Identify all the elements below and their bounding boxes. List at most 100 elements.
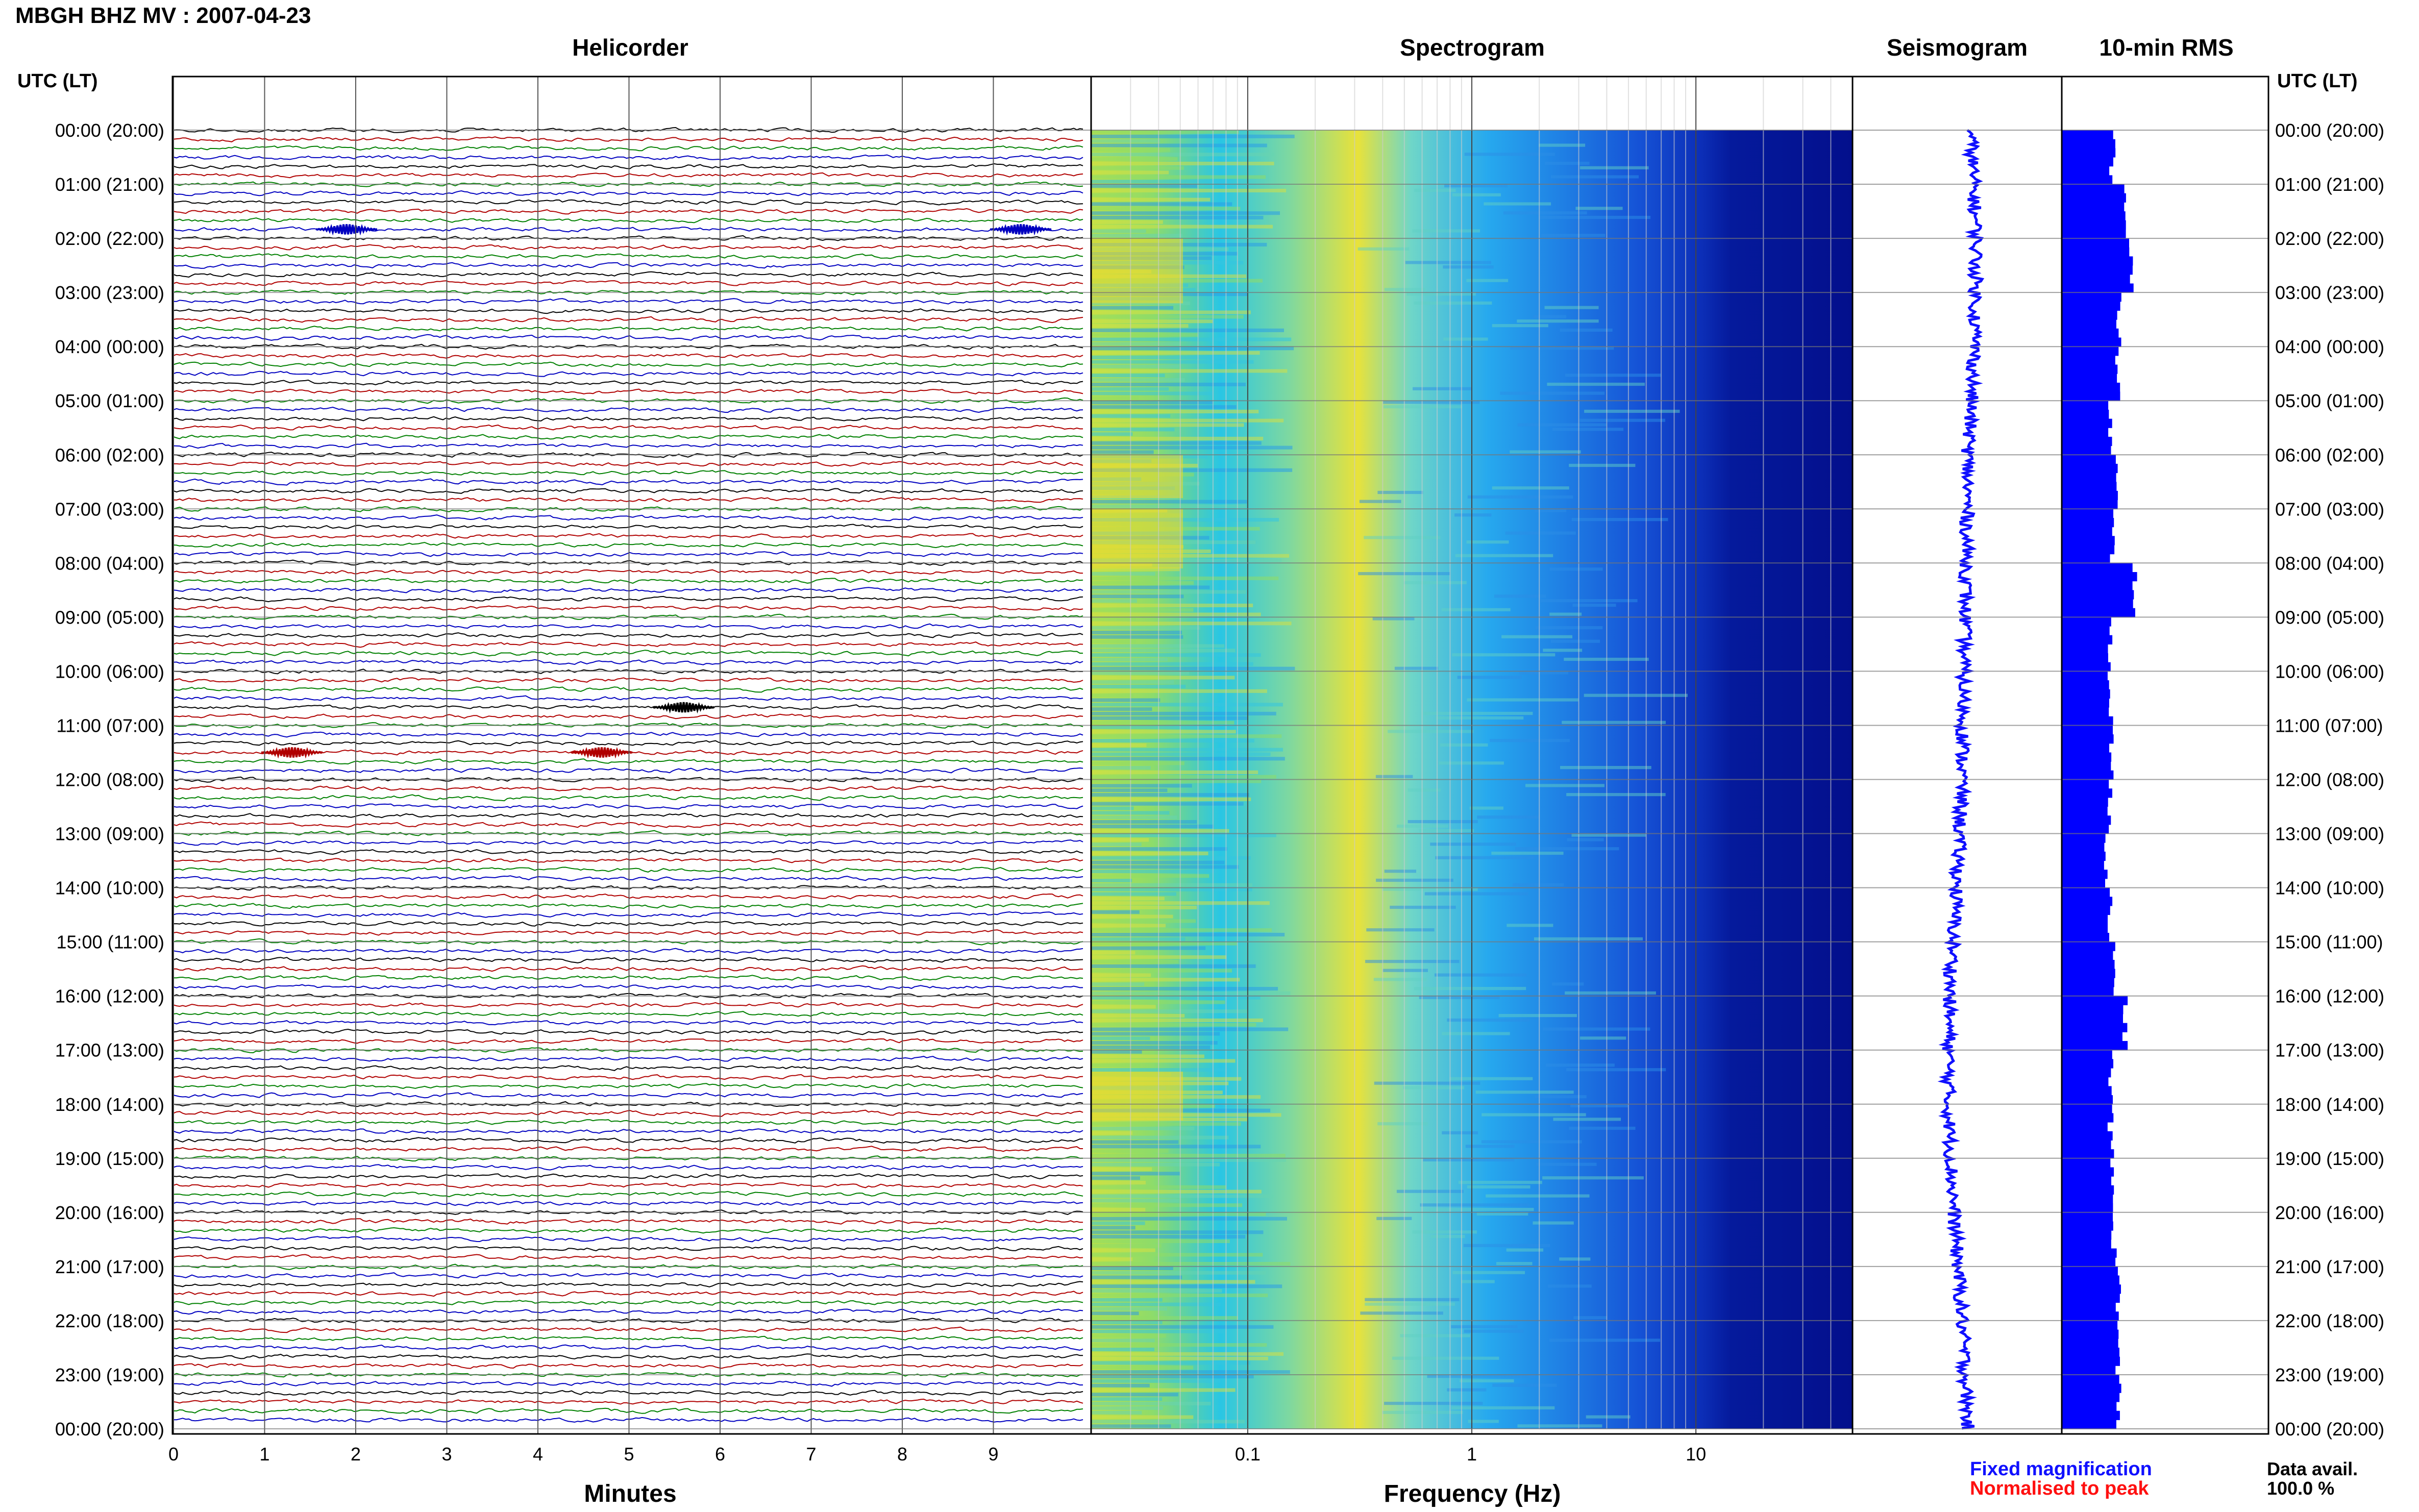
spectrogram-speckle	[1377, 490, 1423, 494]
rms-bar	[2062, 473, 2116, 482]
rms-bar	[2062, 806, 2108, 816]
rms-bar	[2062, 1366, 2116, 1375]
spectrogram-row-streak	[1091, 581, 1194, 585]
rms-bar	[2062, 310, 2117, 320]
helicorder-trace	[173, 559, 1083, 566]
spectrogram-speckle	[1383, 401, 1480, 404]
spectrogram-row-streak	[1091, 405, 1237, 409]
helicorder-trace	[173, 596, 1083, 603]
spectrogram-speckle	[1579, 418, 1665, 422]
rms-bar	[2062, 1266, 2118, 1276]
helicorder-event-burst	[990, 224, 1052, 236]
rms-bar	[2062, 247, 2130, 257]
hour-label-left: 06:00 (02:00)	[55, 444, 164, 465]
rms-bar	[2062, 797, 2108, 807]
spectrogram-speckle	[1383, 969, 1428, 972]
spectrogram-speckle	[1517, 1424, 1602, 1428]
spectrogram-row-streak	[1091, 554, 1290, 558]
helicorder-trace	[173, 623, 1083, 630]
helicorder-trace	[173, 280, 1083, 286]
helicorder-trace	[173, 1362, 1083, 1369]
rms-bar	[2062, 887, 2110, 897]
spectrogram-speckle	[1408, 788, 1441, 792]
spectrogram-row-streak	[1091, 1027, 1289, 1031]
spectrogram-speckle	[1507, 924, 1553, 927]
helicorder-trace	[173, 379, 1083, 386]
spectrogram-row-streak	[1091, 175, 1266, 179]
rms-bar	[2062, 455, 2116, 464]
hour-label-right: 21:00 (17:00)	[2275, 1256, 2384, 1277]
spectrogram-row-streak	[1091, 851, 1208, 855]
spectrogram-speckle	[1569, 1126, 1636, 1130]
hour-label-left: 00:00 (20:00)	[55, 1419, 164, 1440]
spectrogram-row-streak	[1091, 1257, 1133, 1261]
spectrogram-speckle	[1372, 617, 1415, 621]
spectrogram-row-streak	[1091, 1248, 1155, 1252]
hour-label-left: 20:00 (16:00)	[55, 1202, 164, 1223]
helicorder-trace	[173, 424, 1083, 431]
rms-bar	[2062, 734, 2114, 744]
spectrogram-speckle	[1465, 1145, 1515, 1148]
spectrogram-panel	[1091, 77, 1853, 1434]
helicorder-trace	[173, 190, 1083, 196]
spectrogram-title: Spectrogram	[1400, 34, 1545, 61]
spectrogram-row-streak	[1091, 500, 1247, 504]
spectrogram-row-streak	[1091, 1420, 1245, 1424]
rms-panel	[2062, 130, 2137, 1429]
helicorder-trace	[173, 1119, 1083, 1125]
spectrogram-row-streak	[1091, 374, 1165, 378]
spectrogram-speckle	[1357, 247, 1410, 251]
helicorder-trace	[173, 478, 1083, 486]
spectrogram-row-streak	[1091, 328, 1284, 332]
spectrogram-row-streak	[1091, 1221, 1145, 1225]
rms-bar	[2062, 924, 2108, 933]
station-title: MBGH BHZ MV : 2007-04-23	[15, 3, 311, 28]
rms-bar	[2062, 653, 2108, 663]
spectrogram-row-streak	[1091, 941, 1238, 946]
helicorder-trace	[173, 578, 1083, 584]
spectrogram-row-streak	[1091, 1045, 1211, 1049]
spectrogram-row-streak	[1091, 225, 1273, 229]
spectrogram-speckle	[1543, 1027, 1650, 1031]
hour-label-left: 17:00 (13:00)	[55, 1040, 164, 1061]
spectrogram-speckle	[1377, 1122, 1428, 1126]
spectrogram-row-streak	[1091, 1280, 1255, 1284]
spectrogram-speckle	[1573, 1316, 1607, 1320]
spectrogram-speckle	[1476, 1212, 1528, 1216]
spectrogram-speckle	[1429, 1208, 1534, 1211]
spectrogram-row-streak	[1091, 202, 1232, 206]
spectrogram-speckle	[1435, 856, 1535, 859]
spectrogram-row-streak	[1091, 391, 1213, 395]
spectrogram-row-streak	[1091, 306, 1174, 310]
spectrogram-row-streak	[1091, 1388, 1236, 1392]
spectrogram-speckle	[1463, 1244, 1550, 1247]
rms-bar	[2062, 933, 2109, 943]
spectrogram-speckle	[1392, 1356, 1499, 1360]
spectrogram-speckle	[1510, 346, 1614, 350]
spectrogram-row-streak	[1091, 860, 1225, 864]
hour-label-left: 23:00 (19:00)	[55, 1365, 164, 1385]
seismogram-title: Seismogram	[1886, 34, 2028, 61]
spectrogram-speckle	[1430, 842, 1516, 846]
spectrogram-speckle	[1459, 1379, 1514, 1382]
helicorder-trace	[173, 1173, 1083, 1180]
rms-bar	[2062, 590, 2134, 600]
spectrogram-row-streak	[1091, 1172, 1180, 1176]
helicorder-trace	[173, 1011, 1083, 1017]
rms-bar	[2062, 1402, 2117, 1411]
spectrogram-speckle	[1442, 1032, 1510, 1035]
helicorder-trace	[173, 1164, 1083, 1171]
rms-bar	[2062, 1302, 2116, 1312]
rms-bar	[2062, 428, 2109, 437]
spectrogram-row-streak	[1091, 234, 1183, 238]
spectrogram-speckle	[1482, 1113, 1586, 1117]
minute-tick-label: 0	[168, 1444, 179, 1465]
helicorder-trace	[173, 1191, 1083, 1198]
spectrogram-row-streak	[1091, 793, 1249, 797]
minute-tick-label: 6	[715, 1444, 725, 1465]
spectrogram-row-streak	[1091, 711, 1276, 715]
spectrogram-speckle	[1584, 409, 1680, 413]
spectrogram-speckle	[1449, 1077, 1533, 1080]
rms-bar	[2062, 157, 2113, 167]
rms-bar	[2062, 346, 2119, 356]
